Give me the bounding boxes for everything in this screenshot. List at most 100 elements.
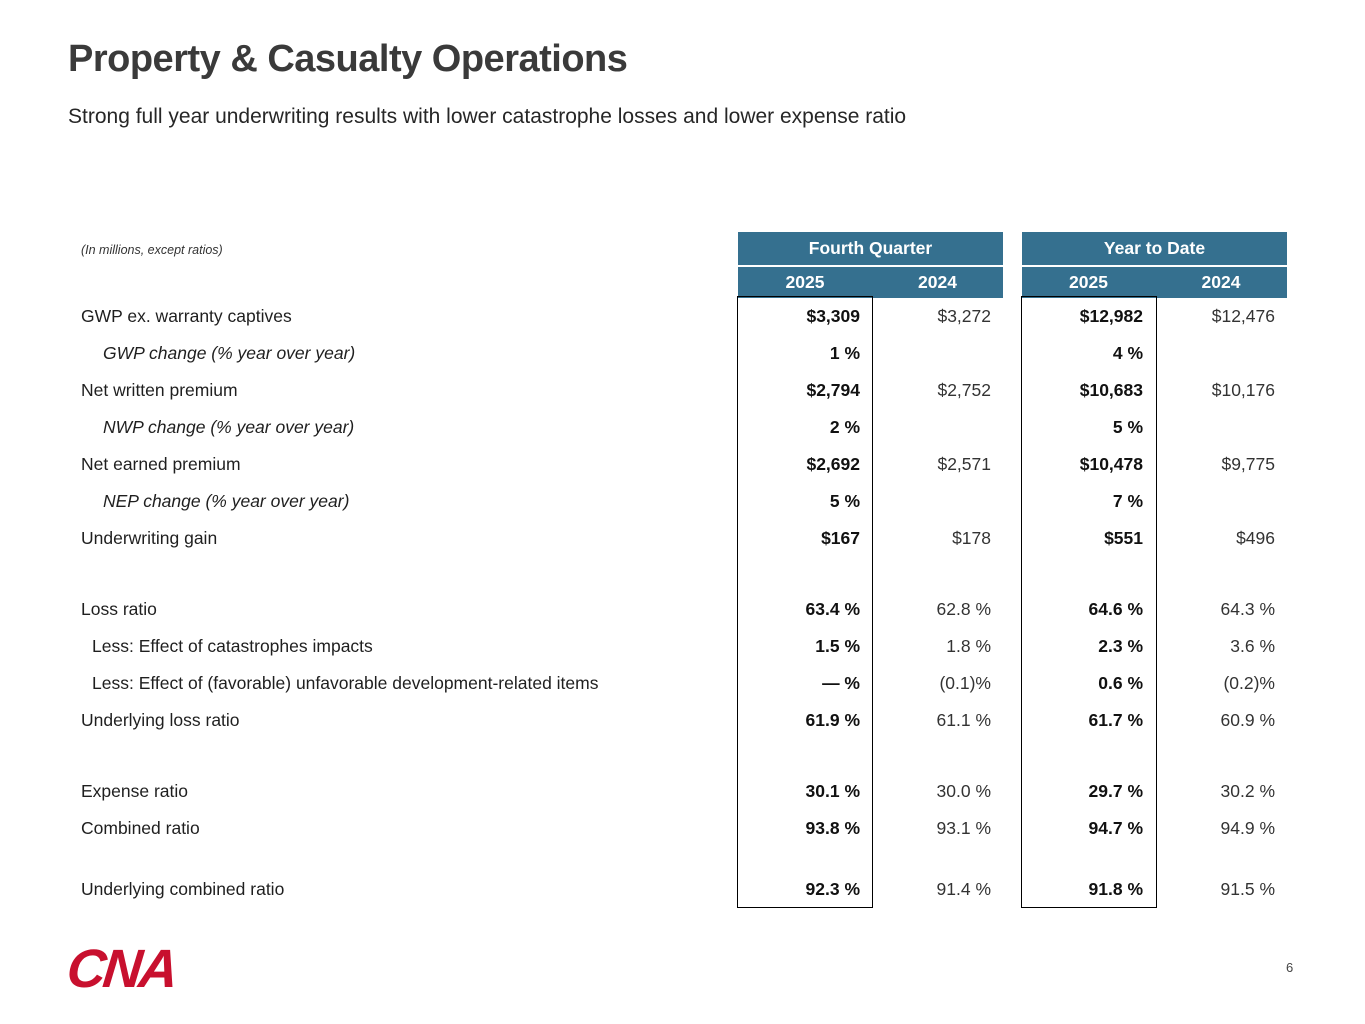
value-cell: 1 %: [829, 343, 860, 363]
value-cell: $496: [1236, 528, 1275, 548]
slide-subtitle: Strong full year underwriting results wi…: [68, 105, 907, 128]
row-label: GWP change (% year over year): [103, 343, 356, 363]
value-cell: (0.2)%: [1223, 673, 1275, 693]
value-cell: [1155, 335, 1287, 372]
row-label: Underlying loss ratio: [81, 710, 240, 730]
value-cell: 2.3 %: [1098, 636, 1143, 656]
value-cell: $2,752: [937, 380, 991, 400]
row-label: Underlying combined ratio: [81, 879, 285, 899]
value-cell: 7 %: [1112, 491, 1143, 511]
column-gap: [1003, 702, 1022, 739]
value-cell: 64.6 %: [1088, 599, 1143, 619]
column-gap: [1003, 871, 1022, 908]
value-cell: 0.6 %: [1098, 673, 1143, 693]
column-gap: [1003, 483, 1022, 520]
header-spacer: [81, 267, 738, 298]
value-cell: $167: [821, 528, 860, 548]
row-label: Net earned premium: [81, 454, 241, 474]
value-cell: 60.9 %: [1220, 710, 1275, 730]
column-header-ytd-2024: 2024: [1155, 267, 1287, 298]
value-cell: [1155, 409, 1287, 446]
row-label: NEP change (% year over year): [103, 491, 350, 511]
value-cell: 1.8 %: [946, 636, 991, 656]
value-cell: 91.4 %: [936, 879, 991, 899]
value-cell: 61.1 %: [936, 710, 991, 730]
row-label: Net written premium: [81, 380, 238, 400]
value-cell: 5 %: [1112, 417, 1143, 437]
value-cell: 91.5 %: [1220, 879, 1275, 899]
value-cell: 2 %: [829, 417, 860, 437]
value-cell: $3,309: [806, 306, 860, 326]
column-gap: [1003, 335, 1022, 372]
column-gap: [1003, 446, 1022, 483]
value-cell: 4 %: [1112, 343, 1143, 363]
row-label: GWP ex. warranty captives: [81, 306, 292, 326]
value-cell: $10,176: [1211, 380, 1275, 400]
value-cell: 62.8 %: [936, 599, 991, 619]
units-note: (In millions, except ratios): [81, 242, 223, 257]
value-cell: [872, 409, 1003, 446]
value-cell: $178: [952, 528, 991, 548]
column-gap: [1003, 520, 1022, 557]
value-cell: (0.1)%: [939, 673, 991, 693]
value-cell: 93.1 %: [936, 818, 991, 838]
value-cell: 5 %: [829, 491, 860, 511]
value-cell: 92.3 %: [805, 879, 860, 899]
value-cell: 30.1 %: [805, 781, 860, 801]
value-cell: 61.9 %: [805, 710, 860, 730]
value-cell: 91.8 %: [1088, 879, 1143, 899]
row-label: Less: Effect of (favorable) unfavorable …: [92, 673, 599, 693]
value-cell: $10,478: [1079, 454, 1143, 474]
column-header-ytd-2025: 2025: [1022, 267, 1155, 298]
value-cell: $2,794: [806, 380, 860, 400]
column-gap: [1003, 628, 1022, 665]
column-gap: [1003, 810, 1022, 847]
value-cell: 63.4 %: [805, 599, 860, 619]
spacer-row: [81, 739, 1287, 773]
value-cell: $9,775: [1221, 454, 1275, 474]
value-cell: 30.0 %: [936, 781, 991, 801]
value-cell: 93.8 %: [805, 818, 860, 838]
row-label: Expense ratio: [81, 781, 189, 801]
cna-logo: CNA: [64, 939, 179, 999]
column-gap: [1003, 665, 1022, 702]
value-cell: $551: [1104, 528, 1143, 548]
value-cell: $10,683: [1079, 380, 1143, 400]
column-gap: [1003, 591, 1022, 628]
column-gap: [1003, 773, 1022, 810]
page-number: 6: [1286, 960, 1294, 975]
value-cell: $2,692: [806, 454, 860, 474]
value-cell: 94.9 %: [1220, 818, 1275, 838]
row-label: Loss ratio: [81, 599, 157, 619]
spacer-row: [81, 847, 1287, 871]
financial-table: (In millions, except ratios) Fourth Quar…: [81, 232, 1287, 908]
value-cell: [1155, 483, 1287, 520]
row-label: Combined ratio: [81, 818, 200, 838]
column-group-year-to-date: Year to Date: [1022, 232, 1287, 267]
value-cell: $12,476: [1211, 306, 1275, 326]
column-gap: [1003, 409, 1022, 446]
value-cell: — %: [822, 673, 860, 693]
value-cell: 61.7 %: [1088, 710, 1143, 730]
value-cell: [872, 335, 1003, 372]
value-cell: 1.5 %: [815, 636, 860, 656]
row-label: Less: Effect of catastrophes impacts: [92, 636, 373, 656]
value-cell: [872, 483, 1003, 520]
column-gap: [1003, 372, 1022, 409]
column-header-q4-2024: 2024: [872, 267, 1003, 298]
value-cell: 3.6 %: [1230, 636, 1275, 656]
value-cell: 30.2 %: [1220, 781, 1275, 801]
column-group-fourth-quarter: Fourth Quarter: [738, 232, 1003, 267]
value-cell: $12,982: [1079, 306, 1143, 326]
column-header-q4-2025: 2025: [738, 267, 872, 298]
column-gap: [1003, 232, 1022, 267]
value-cell: $2,571: [937, 454, 991, 474]
value-cell: $3,272: [937, 306, 991, 326]
row-label: Underwriting gain: [81, 528, 218, 548]
value-cell: 29.7 %: [1088, 781, 1143, 801]
column-gap: [1003, 267, 1022, 298]
column-gap: [1003, 298, 1022, 335]
value-cell: 64.3 %: [1220, 599, 1275, 619]
spacer-row: [81, 557, 1287, 591]
